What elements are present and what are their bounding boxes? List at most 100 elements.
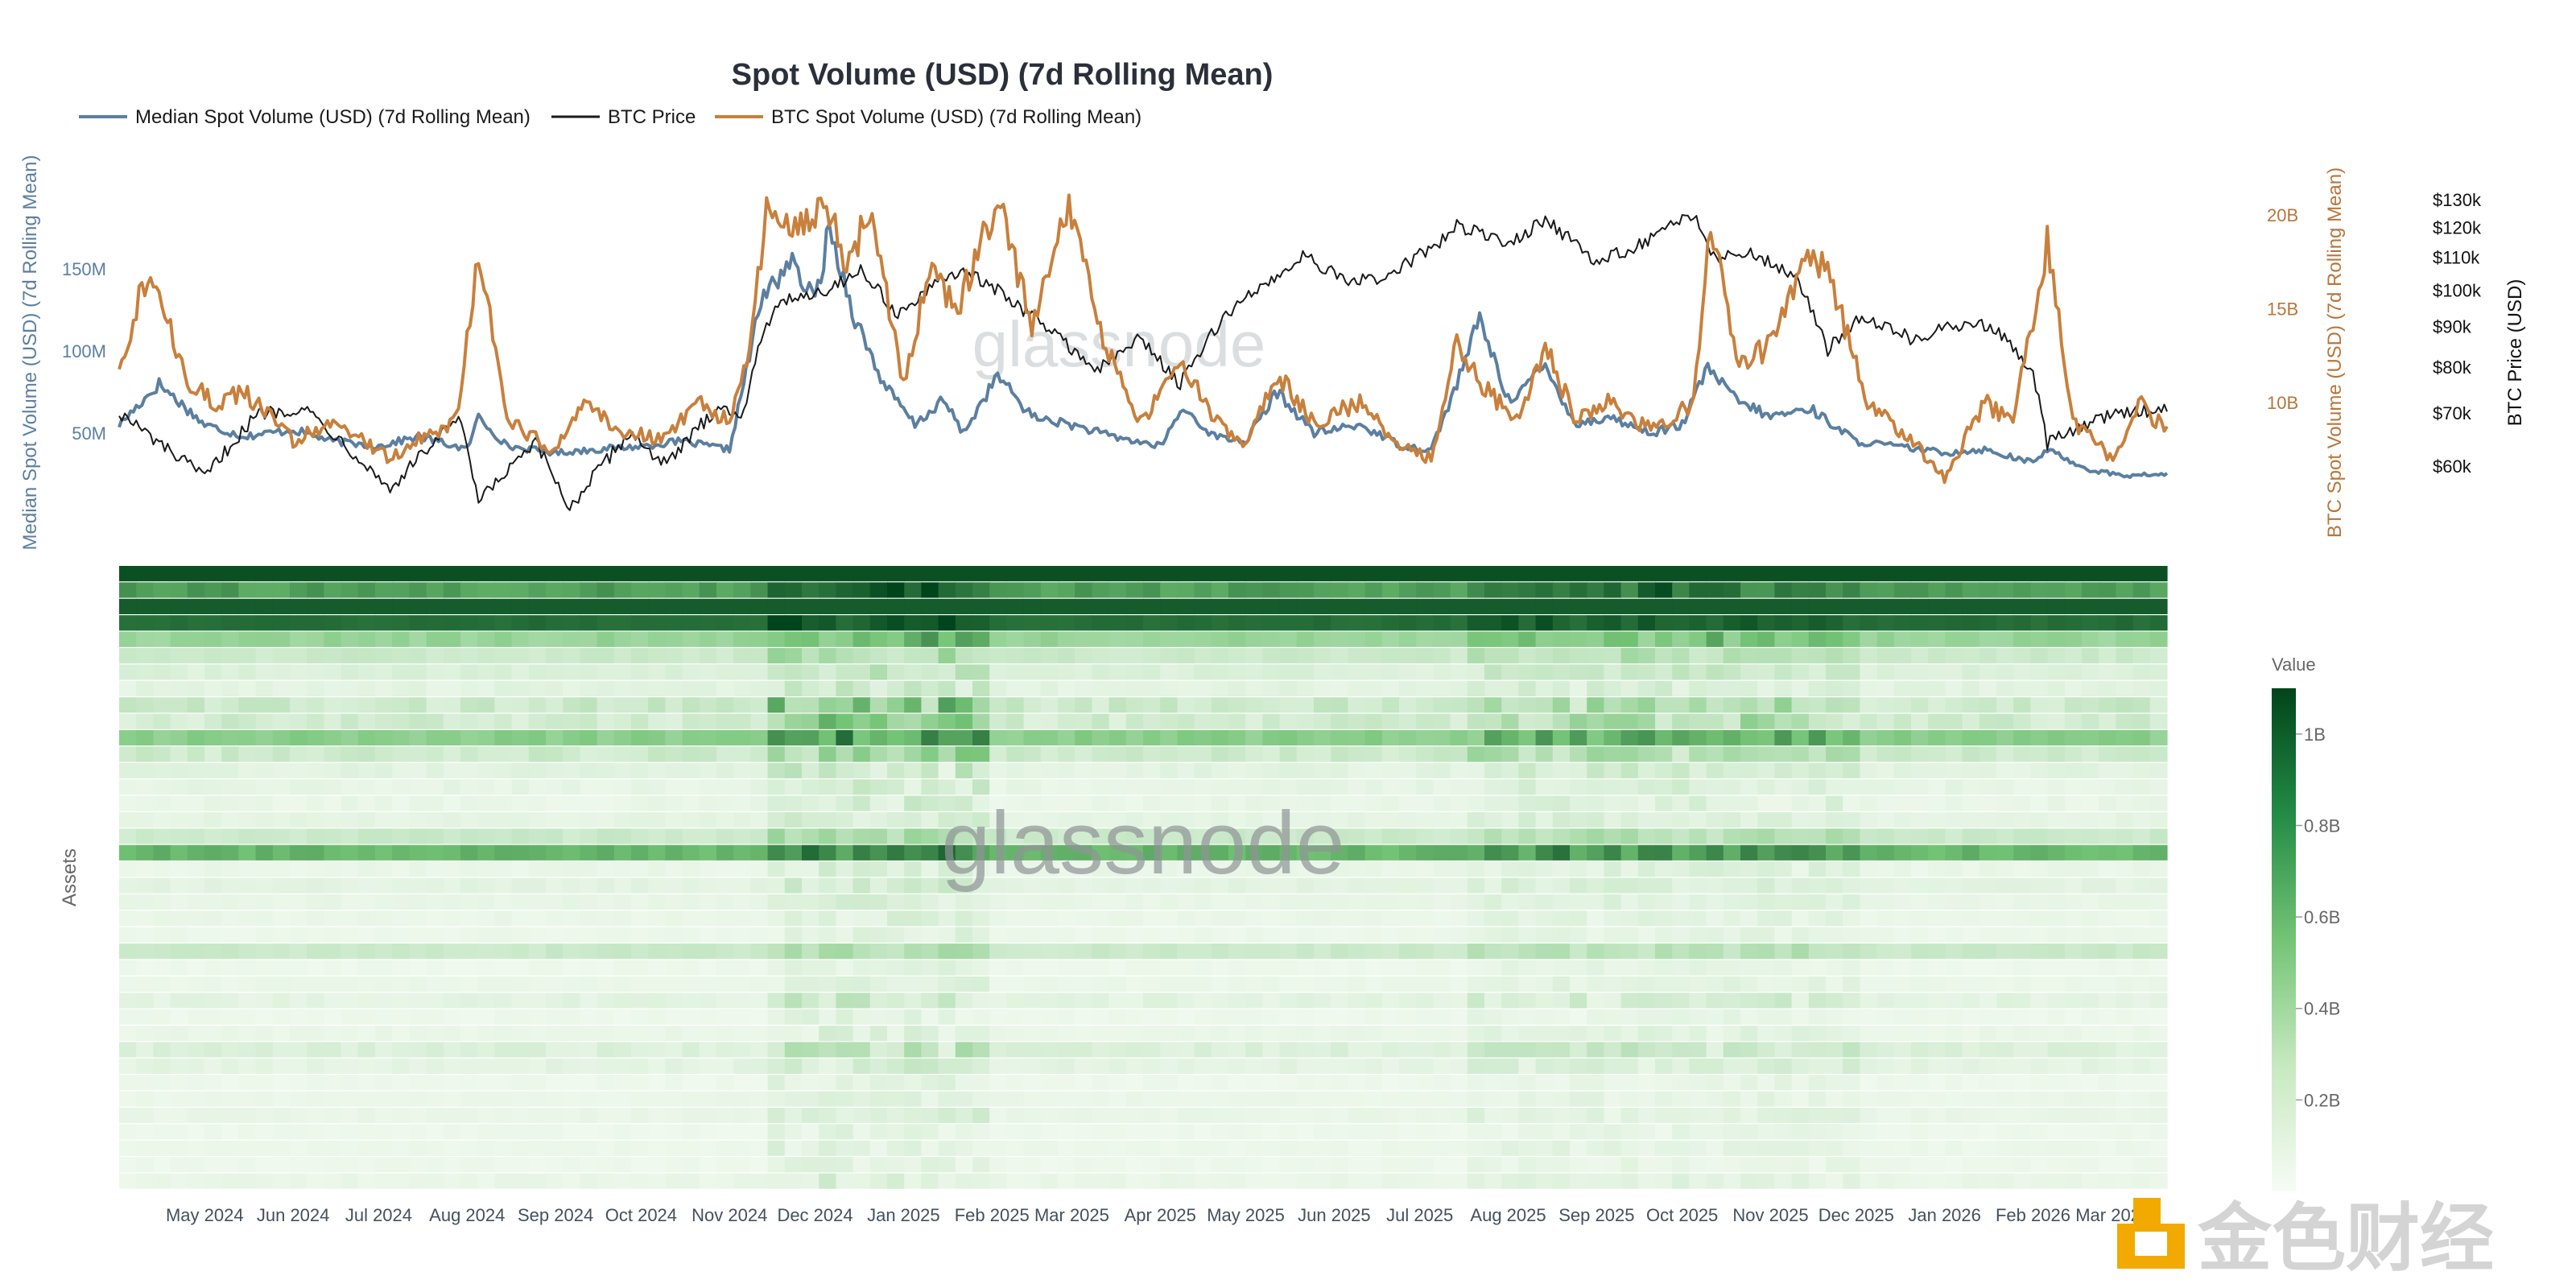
heatmap-cell-31-57 <box>1092 1075 1110 1091</box>
heatmap-cell-9-10 <box>290 713 308 729</box>
heatmap-cell-17-23 <box>511 844 530 861</box>
heatmap-cell-17-20 <box>460 844 478 861</box>
heatmap-cell-17-59 <box>1125 844 1144 861</box>
heatmap-cell-17-46 <box>904 844 922 861</box>
heatmap-cell-37-19 <box>443 1173 461 1189</box>
heatmap-cell-24-14 <box>357 960 376 976</box>
heatmap-cell-20-60 <box>1143 894 1161 910</box>
heatmap-cell-8-25 <box>546 697 564 713</box>
heatmap-cell-18-1 <box>136 861 154 877</box>
heatmap-cell-23-94 <box>1723 943 1741 960</box>
heatmap-cell-7-25 <box>546 680 564 696</box>
heatmap-cell-19-10 <box>290 877 308 894</box>
heatmap-cell-34-69 <box>1296 1124 1315 1140</box>
heatmap-cell-23-85 <box>1570 943 1587 960</box>
heatmap-cell-29-103 <box>1876 1042 1895 1058</box>
heatmap-cell-27-62 <box>1177 1009 1195 1025</box>
heatmap-cell-16-87 <box>1604 828 1622 844</box>
heatmap-cell-26-36 <box>733 993 751 1009</box>
x-tick-1: Jun 2024 <box>257 1205 330 1225</box>
heatmap-cell-6-104 <box>1893 664 1912 680</box>
heatmap-cell-28-100 <box>1826 1026 1843 1042</box>
heatmap-cell-15-69 <box>1296 811 1315 828</box>
heatmap-cell-5-33 <box>682 648 700 664</box>
heatmap-cell-0-45 <box>887 566 905 582</box>
heatmap-cell-4-61 <box>1160 631 1178 647</box>
heatmap-cell-25-109 <box>1979 976 1997 993</box>
heatmap-cell-26-0 <box>119 993 137 1009</box>
heatmap-cell-14-58 <box>1108 795 1127 811</box>
heatmap-cell-37-87 <box>1604 1173 1622 1189</box>
heatmap-cell-7-1 <box>136 680 154 696</box>
heatmap-cell-17-64 <box>1211 844 1229 861</box>
heatmap-cell-15-61 <box>1160 811 1178 828</box>
heatmap-cell-12-101 <box>1843 762 1860 778</box>
heatmap-cell-23-12 <box>324 943 342 960</box>
heatmap-cell-6-107 <box>1945 664 1963 680</box>
heatmap-cell-11-47 <box>921 746 939 762</box>
heatmap-cell-7-97 <box>1774 680 1793 696</box>
legend-item-btc-volume[interactable]: BTC Spot Volume (USD) (7d Rolling Mean) <box>715 106 1141 128</box>
heatmap-cell-37-14 <box>357 1173 376 1189</box>
heatmap-cell-21-6 <box>221 910 239 927</box>
heatmap-cell-12-41 <box>819 762 836 778</box>
heatmap-cell-24-83 <box>1535 960 1554 976</box>
heatmap-cell-27-80 <box>1484 1009 1502 1025</box>
heatmap-cell-12-25 <box>546 762 564 778</box>
heatmap-cell-11-21 <box>477 746 495 762</box>
heatmap-cell-12-4 <box>187 762 205 778</box>
heatmap-cell-19-56 <box>1075 877 1092 894</box>
heatmap-cell-4-40 <box>802 631 819 647</box>
heatmap-cell-31-22 <box>494 1075 513 1091</box>
heatmap-cell-31-79 <box>1467 1075 1485 1091</box>
heatmap-cell-23-117 <box>2116 943 2134 960</box>
heatmap-cell-2-41 <box>819 598 836 614</box>
heatmap-cell-35-14 <box>357 1140 376 1156</box>
heatmap-cell-4-112 <box>2030 631 2049 647</box>
heatmap-cell-13-117 <box>2116 779 2134 795</box>
heatmap-cell-22-103 <box>1876 927 1895 943</box>
heatmap-cell-19-33 <box>682 877 700 894</box>
heatmap-cell-4-62 <box>1177 631 1195 647</box>
heatmap-cell-15-52 <box>1006 811 1025 828</box>
heatmap-cell-12-86 <box>1587 762 1604 778</box>
heatmap-cell-6-64 <box>1211 664 1229 680</box>
heatmap-cell-29-80 <box>1484 1042 1502 1058</box>
legend-item-btc-price[interactable]: BTC Price <box>551 106 696 128</box>
heatmap-cell-28-54 <box>1040 1026 1059 1042</box>
heatmap-cell-32-39 <box>784 1091 803 1107</box>
heatmap-cell-37-11 <box>307 1173 324 1189</box>
heatmap-cell-21-48 <box>938 910 956 927</box>
heatmap-cell-25-104 <box>1893 976 1912 993</box>
heatmap-cell-24-30 <box>631 960 649 976</box>
heatmap-cell-35-112 <box>2030 1140 2049 1156</box>
heatmap-cell-5-26 <box>563 648 580 664</box>
heatmap-cell-29-42 <box>836 1042 854 1058</box>
heatmap-cell-10-69 <box>1296 729 1315 746</box>
heatmap-cell-17-8 <box>255 844 274 861</box>
heatmap-cell-19-55 <box>1058 877 1075 894</box>
heatmap-cell-32-83 <box>1535 1091 1554 1107</box>
heatmap-cell-23-89 <box>1637 943 1656 960</box>
heatmap-cell-29-75 <box>1399 1042 1417 1058</box>
heatmap-cell-28-39 <box>784 1026 803 1042</box>
heatmap-cell-9-109 <box>1979 713 1997 729</box>
heatmap-cell-15-56 <box>1075 811 1092 828</box>
heatmap-cell-3-51 <box>989 615 1007 631</box>
heatmap-cell-35-75 <box>1399 1140 1417 1156</box>
heatmap-cell-3-24 <box>528 615 547 631</box>
heatmap-cell-20-18 <box>426 894 444 910</box>
heatmap-cell-26-103 <box>1876 993 1895 1009</box>
heatmap-cell-35-85 <box>1570 1140 1587 1156</box>
heatmap-cell-10-54 <box>1040 729 1059 746</box>
heatmap-cell-7-95 <box>1740 680 1758 696</box>
legend-item-median[interactable]: Median Spot Volume (USD) (7d Rolling Mea… <box>79 106 530 128</box>
heatmap-cell-1-37 <box>750 582 769 598</box>
heatmap-cell-12-76 <box>1416 762 1434 778</box>
heatmap-cell-25-95 <box>1740 976 1758 993</box>
heatmap-cell-17-82 <box>1518 844 1537 861</box>
heatmap-cell-16-59 <box>1125 828 1144 844</box>
heatmap-cell-25-87 <box>1604 976 1622 993</box>
heatmap-cell-12-95 <box>1740 762 1758 778</box>
heatmap-cell-4-84 <box>1552 631 1571 647</box>
